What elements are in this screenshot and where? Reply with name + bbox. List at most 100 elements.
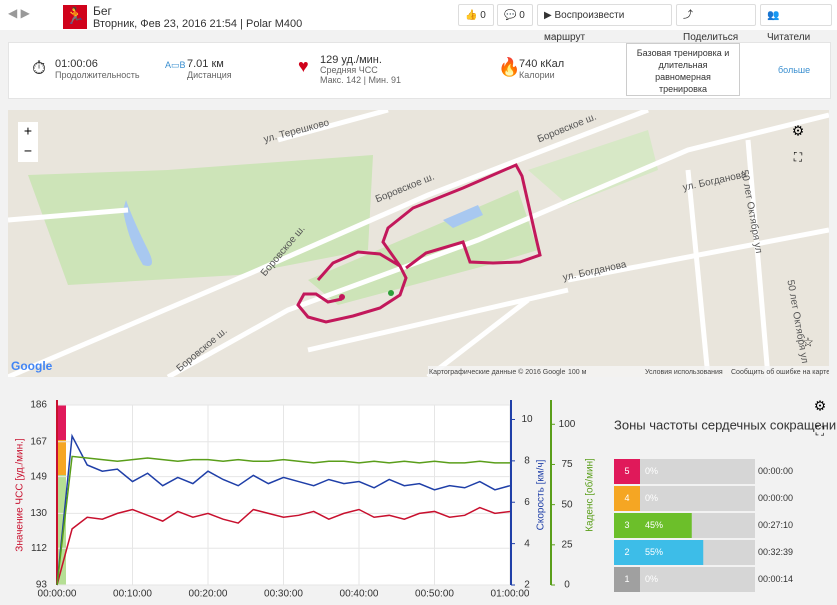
zone-number-cell <box>614 540 640 565</box>
lake <box>123 200 152 266</box>
axis-label: Каденс [об/мин] <box>584 458 596 532</box>
x-tick-label: 00:10:00 <box>113 589 152 600</box>
y-tick-label: 8 <box>524 456 530 467</box>
zone-time: 00:32:39 <box>758 547 793 557</box>
y-tick-label: 4 <box>524 538 530 549</box>
zoom-in[interactable]: + <box>24 123 32 139</box>
y-tick-label: 75 <box>561 459 573 470</box>
y-tick-label: 2 <box>524 580 530 591</box>
x-tick-label: 00:50:00 <box>415 589 454 600</box>
zone-number-cell <box>614 513 640 538</box>
sport-icon: 🏃 <box>63 5 87 29</box>
series-line <box>56 433 511 586</box>
zone-percent: 45% <box>645 520 663 530</box>
route <box>296 163 542 324</box>
fullscreen-icon: ⛶ <box>815 424 825 438</box>
zone-number: 4 <box>624 493 629 503</box>
comment-button[interactable]: 💬 0 <box>497 4 533 26</box>
summary-bar <box>8 42 831 99</box>
x-tick-label: 00:40:00 <box>340 589 379 600</box>
zone-time: 00:27:10 <box>758 520 793 530</box>
star-icon[interactable]: ☆ <box>802 334 814 349</box>
zone-bar-bg <box>640 567 755 592</box>
zone-percent: 0% <box>645 493 658 503</box>
park <box>28 155 373 285</box>
calories: 740 кКал <box>519 58 565 70</box>
zoom-control[interactable] <box>18 122 38 162</box>
x-tick-label: 00:20:00 <box>189 589 228 600</box>
zone-number-cell <box>614 567 640 592</box>
map-report: Сообщить об ошибке на карте <box>731 368 829 376</box>
y-tick-label: 112 <box>31 543 47 554</box>
play-button[interactable]: ▶ Воспроизвести маршрут <box>537 4 672 43</box>
like-button[interactable]: 👍 0 <box>458 4 494 26</box>
zone-number: 5 <box>624 466 629 476</box>
y-tick-label: 10 <box>521 414 533 425</box>
zone-band <box>57 440 66 475</box>
x-tick-label: 00:00:00 <box>38 589 77 600</box>
zone-number: 3 <box>624 520 629 530</box>
settings-icon[interactable]: ⚙ <box>814 398 827 414</box>
map-terms: Условия использования <box>645 369 723 376</box>
zone-bar <box>640 513 692 538</box>
axis-label: Скорость [км/ч] <box>536 459 547 530</box>
distance: 7.01 км <box>187 58 224 70</box>
fullscreen-icon[interactable]: ⛶ <box>793 150 803 164</box>
zone-bar-bg <box>640 459 755 484</box>
route-end <box>339 294 345 300</box>
readers-button[interactable]: 👥 Читатели <box>760 4 832 43</box>
zone-band <box>57 405 66 440</box>
zone-number: 1 <box>624 574 629 584</box>
series-line <box>56 455 510 586</box>
duration: 01:00:06 <box>55 58 98 70</box>
zones-title: Зоны частоты сердечных сокращений <box>614 417 837 432</box>
zone-percent: 0% <box>645 466 658 476</box>
share-label: Поделиться <box>683 32 739 43</box>
google-logo: Google <box>11 359 53 373</box>
y-tick-label: 25 <box>561 539 573 550</box>
zone-number: 2 <box>624 547 629 557</box>
sport: Бег <box>93 4 112 18</box>
distance-label: Дистанция <box>187 70 232 80</box>
nav-arrows[interactable]: ◀ ▶ <box>8 6 30 20</box>
comment-count: 0 <box>519 10 525 21</box>
zone-number-cell <box>614 486 640 511</box>
avg-hr: 129 уд./мин. <box>320 54 382 66</box>
zone-time: 00:00:00 <box>758 493 793 503</box>
settings-icon[interactable]: ⚙ <box>792 123 805 139</box>
avg-hr-label: Средняя ЧСС <box>320 65 378 75</box>
map: ул. Терешково Боровское ш. Боровское ш. … <box>8 110 829 377</box>
pond <box>443 205 483 228</box>
roads <box>8 110 829 377</box>
play-label: Воспроизвести маршрут <box>544 10 625 43</box>
map-attribution: Картографические данные © 2016 Google <box>429 368 565 376</box>
distance-icon: A▭B <box>165 60 186 70</box>
zone-bar-bg <box>640 486 755 511</box>
heart-icon: ♥ <box>298 56 309 76</box>
y-tick-label: 149 <box>30 471 47 482</box>
y-tick-label: 167 <box>30 436 47 447</box>
more-link[interactable]: больше <box>778 65 811 75</box>
park <box>528 130 658 205</box>
zone-time: 00:00:00 <box>758 466 793 476</box>
y-tick-label: 186 <box>30 400 47 411</box>
hr-range: Макс. 142 | Мин. 91 <box>320 75 402 85</box>
axis-label: Значение ЧСС [уд./мин.] <box>15 438 26 552</box>
flame-icon: 🔥 <box>498 57 521 77</box>
y-tick-label: 130 <box>30 508 47 519</box>
duration-label: Продолжительность <box>55 70 140 80</box>
hr-max: Макс. 142 <box>320 75 362 85</box>
route-start <box>388 290 394 296</box>
zone-band <box>57 475 66 585</box>
y-tick-label: 50 <box>561 499 573 510</box>
subtitle: Вторник, Фев 23, 2016 21:54 | Polar M400 <box>93 18 303 30</box>
zone-percent: 0% <box>645 574 658 584</box>
share-button[interactable]: ⤴ Поделиться <box>676 4 756 43</box>
x-tick-label: 01:00:00 <box>491 589 530 600</box>
x-tick-label: 00:30:00 <box>264 589 303 600</box>
zoom-out[interactable]: − <box>24 143 32 159</box>
hr-min: Мин. 91 <box>368 75 402 85</box>
y-tick-label: 93 <box>36 580 48 591</box>
series-line <box>56 506 511 586</box>
